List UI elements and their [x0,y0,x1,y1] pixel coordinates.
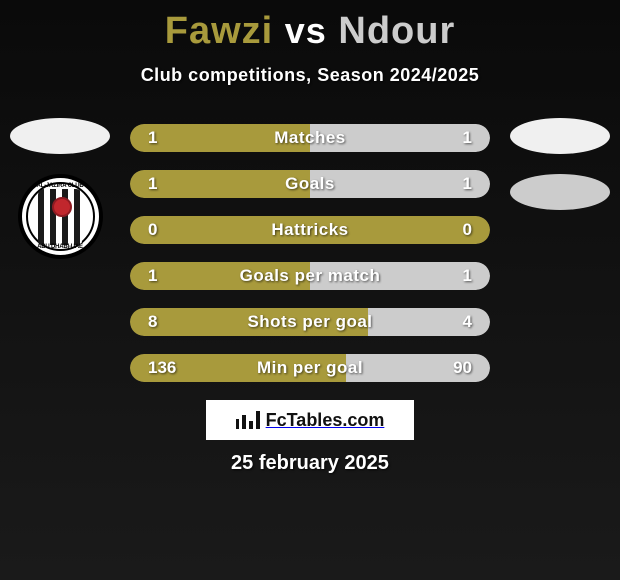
stat-row: 136Min per goal90 [130,354,490,382]
subtitle: Club competitions, Season 2024/2025 [0,65,620,86]
player-left-name: Fawzi [165,10,273,52]
stat-label: Min per goal [130,354,490,382]
fctables-link[interactable]: FcTables.com [206,400,414,440]
stat-label: Shots per goal [130,308,490,336]
left-emblems: AL-JAZIRA CLUB ABU DHABI-UAE [10,118,110,259]
stat-row: 1Goals per match1 [130,262,490,290]
club-shirt-icon [38,189,82,245]
player-right-name: Ndour [338,10,455,52]
left-club-badge: AL-JAZIRA CLUB ABU DHABI-UAE [18,174,103,259]
stat-label: Matches [130,124,490,152]
stat-label: Goals [130,170,490,198]
stat-row: 1Matches1 [130,124,490,152]
fctables-logo-icon [236,411,260,429]
fctables-brand-text: FcTables.com [266,410,385,431]
stat-label: Goals per match [130,262,490,290]
right-club-badge [510,174,610,210]
vs-text: vs [285,10,327,51]
stat-value-right: 1 [463,170,472,198]
left-country-badge [10,118,110,154]
stat-row: 1Goals1 [130,170,490,198]
stat-row: 8Shots per goal4 [130,308,490,336]
stats-rows: 1Matches11Goals10Hattricks01Goals per ma… [130,124,490,382]
club-bottom-text: ABU DHABI-UAE [37,244,83,250]
stat-value-right: 4 [463,308,472,336]
stat-value-right: 1 [463,124,472,152]
right-country-badge [510,118,610,154]
stat-label: Hattricks [130,216,490,244]
comparison-title: Fawzi vs Ndour [0,0,620,53]
right-emblems [510,118,610,210]
stat-value-right: 90 [453,354,472,382]
stat-value-right: 1 [463,262,472,290]
stat-value-right: 0 [463,216,472,244]
date-text: 25 february 2025 [0,452,620,475]
stat-row: 0Hattricks0 [130,216,490,244]
